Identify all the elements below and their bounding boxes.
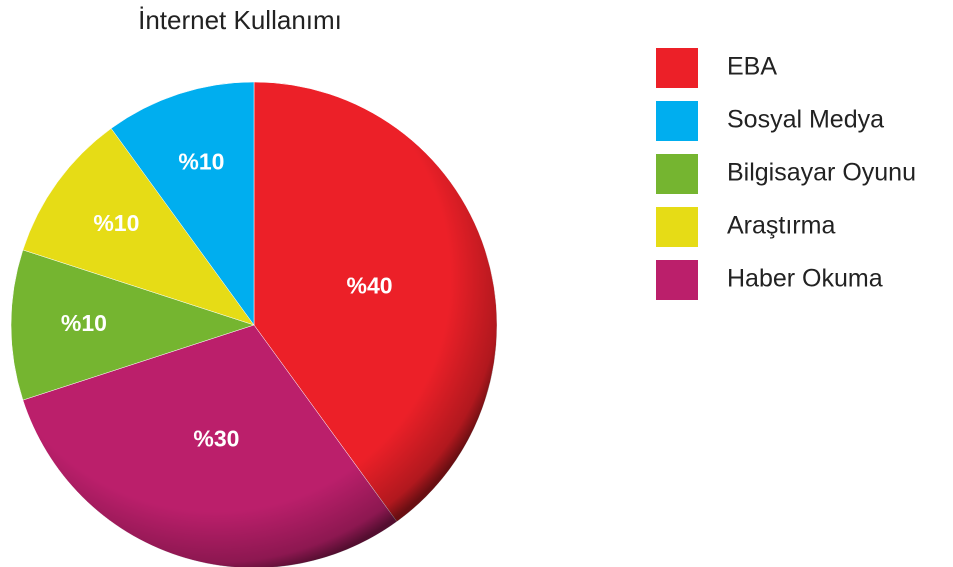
legend-label: Sosyal Medya <box>727 106 884 134</box>
chart-title: İnternet Kullanımı <box>138 5 342 35</box>
data-label: %40 <box>347 273 393 299</box>
legend-swatch <box>656 154 698 194</box>
data-label: %10 <box>178 148 224 174</box>
legend-label: EBA <box>727 53 777 81</box>
legend-label: Bilgisayar Oyunu <box>727 159 916 187</box>
data-label: %30 <box>193 426 239 452</box>
legend-label: Araştırma <box>727 212 835 240</box>
legend-label: Haber Okuma <box>727 265 883 293</box>
data-label: %10 <box>61 310 107 336</box>
legend-swatch <box>656 101 698 141</box>
legend-swatch <box>656 48 698 88</box>
data-label: %10 <box>93 210 139 236</box>
legend-swatch <box>656 260 698 300</box>
legend-swatch <box>656 207 698 247</box>
